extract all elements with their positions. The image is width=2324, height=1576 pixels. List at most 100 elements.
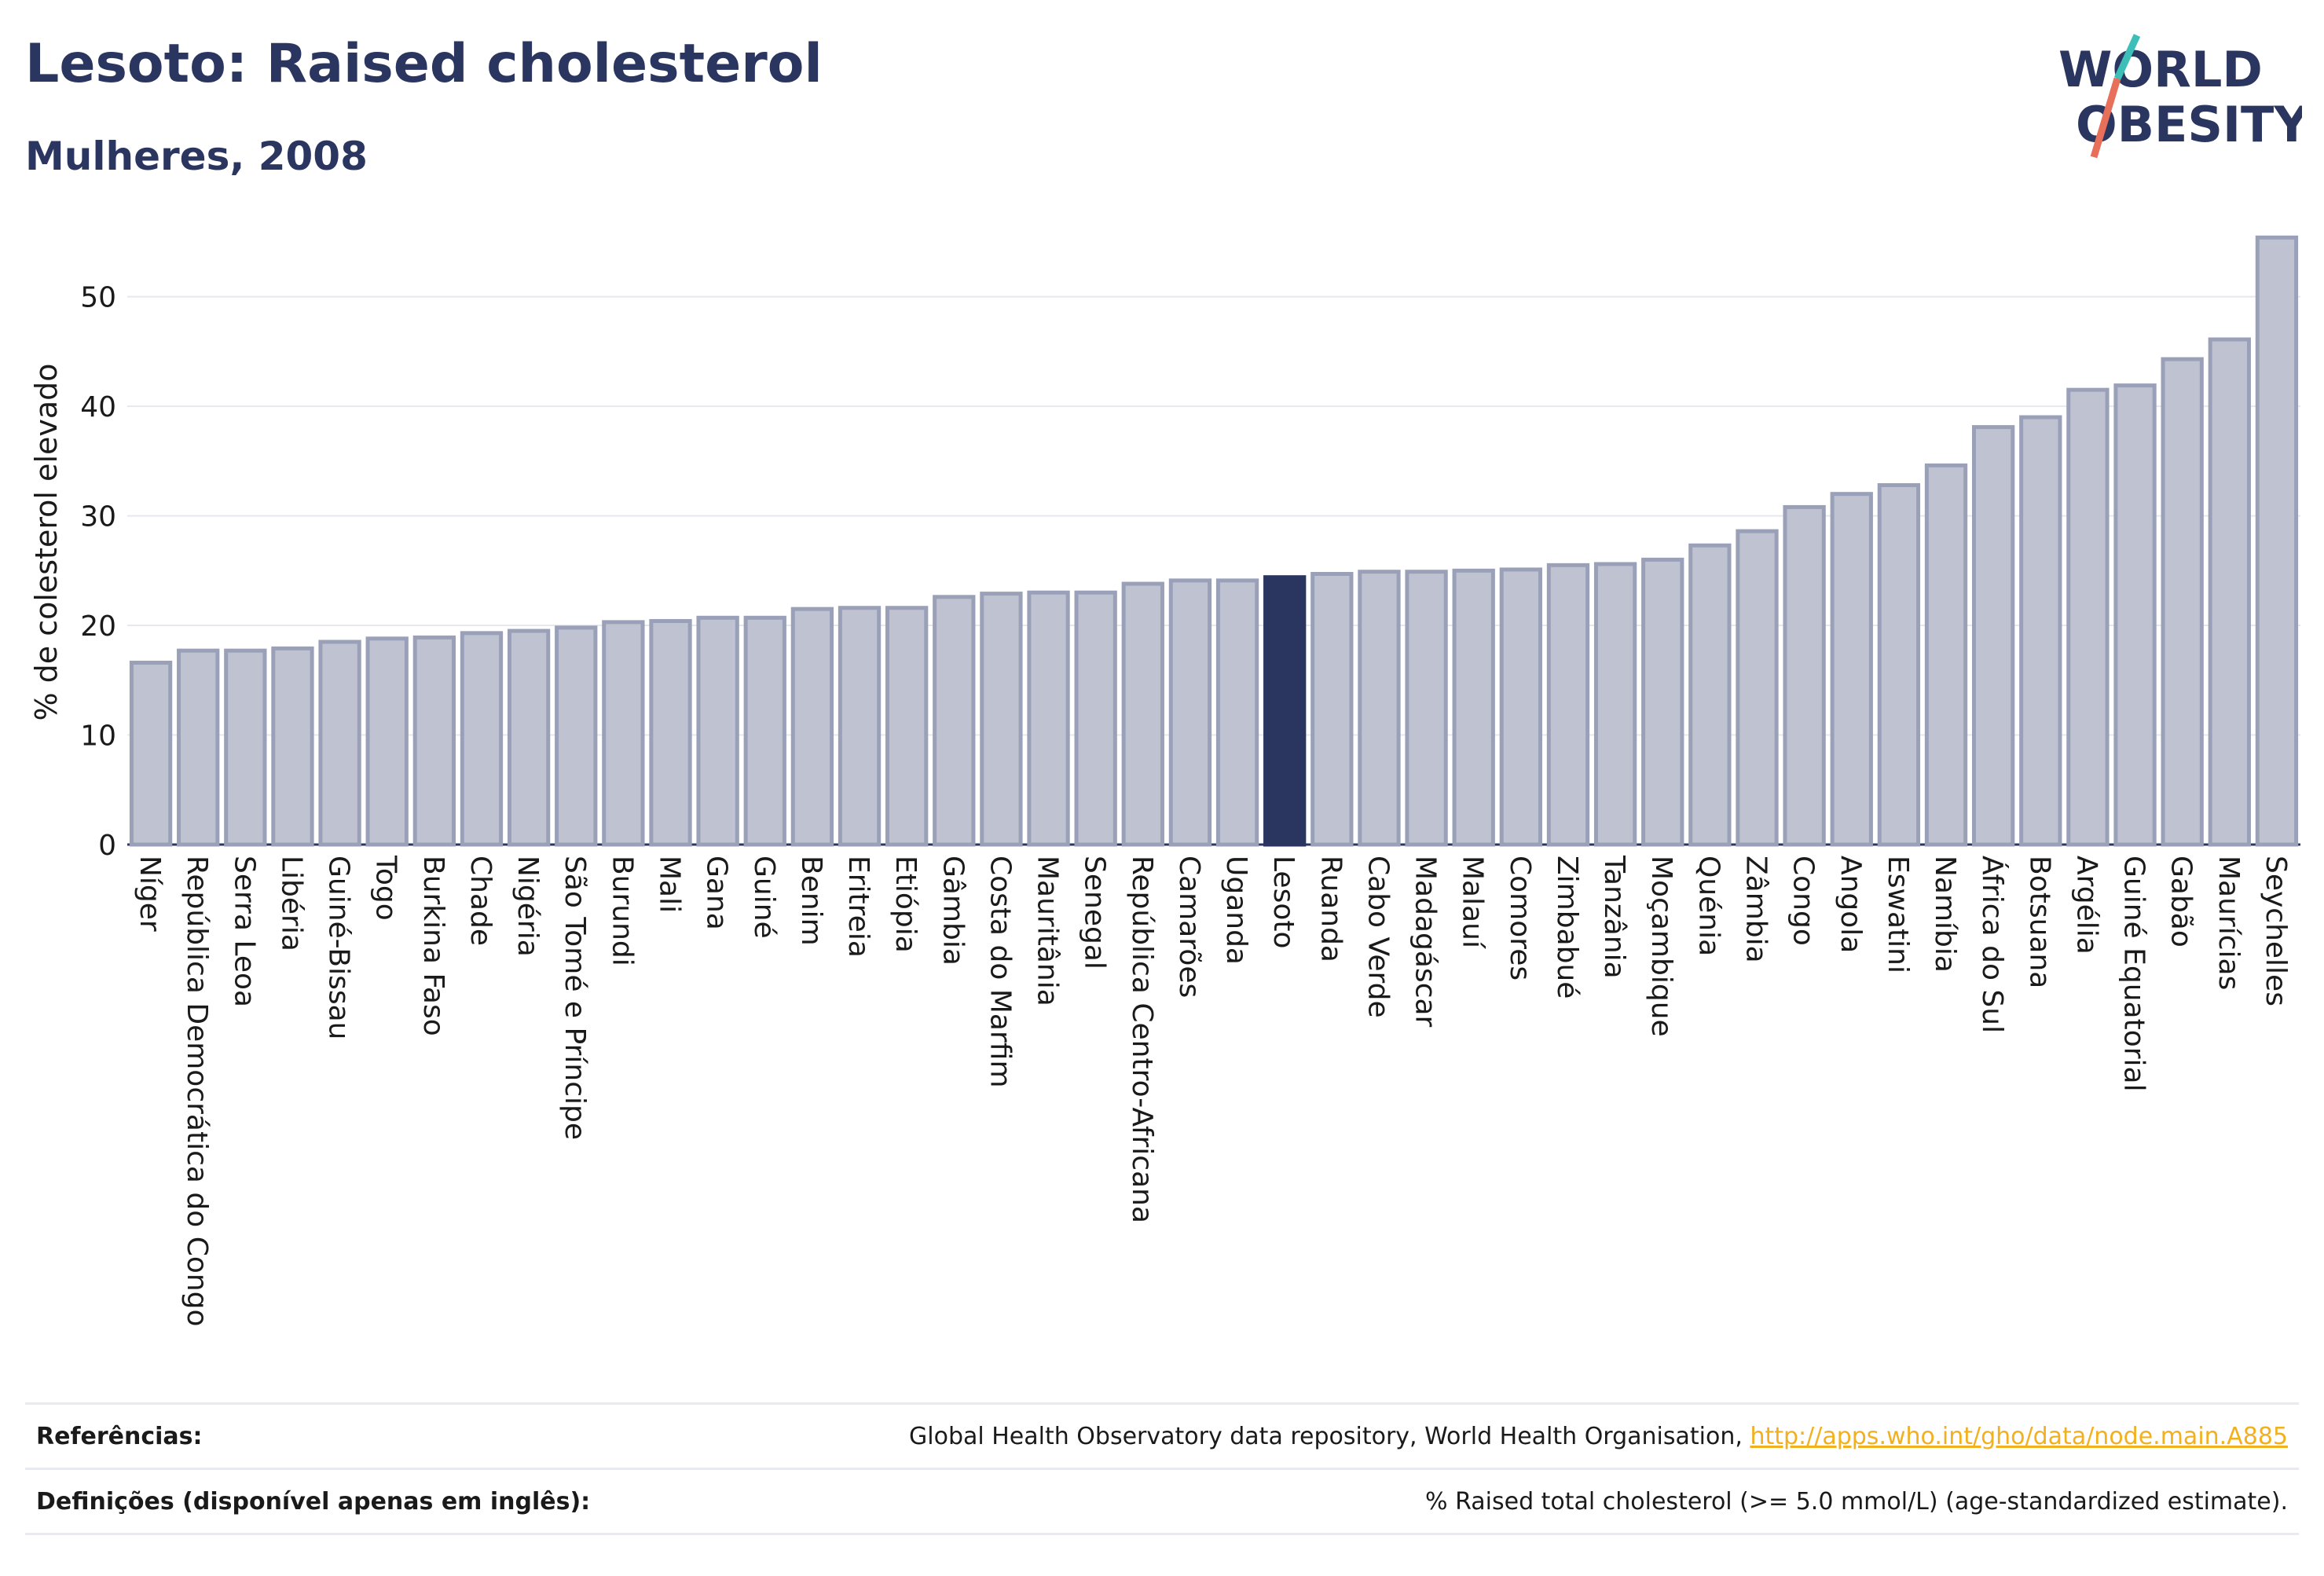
bar bbox=[2066, 387, 2110, 847]
bar bbox=[1641, 557, 1684, 847]
chart-subtitle: Mulheres, 2008 bbox=[25, 134, 368, 179]
bar bbox=[1310, 572, 1354, 847]
chart-title: Lesoto: Raised cholesterol bbox=[25, 33, 823, 95]
bar-chart: 0 10 20 30 40 50 Níger República Democrática d… bbox=[29, 235, 2300, 1327]
bar bbox=[602, 620, 645, 847]
x-tick-label: Malauí bbox=[1457, 856, 1489, 949]
world-obesity-logo: WORLD OBESITY bbox=[2058, 34, 2302, 159]
y-tick-label: 50 bbox=[80, 282, 116, 314]
definitions-value: % Raised total cholesterol (>= 5.0 mmol/… bbox=[1425, 1487, 2288, 1516]
bar bbox=[1499, 567, 1543, 847]
bar bbox=[1593, 562, 1637, 847]
bar bbox=[412, 635, 456, 847]
x-tick-label: Guiné Equatorial bbox=[2118, 856, 2150, 1092]
bar bbox=[1971, 425, 2015, 847]
logo-slash-teal bbox=[2113, 34, 2141, 80]
bar bbox=[271, 646, 314, 847]
bar bbox=[1924, 463, 1968, 847]
x-tick-label: República Democrática do Congo bbox=[181, 856, 213, 1327]
bar bbox=[555, 625, 598, 847]
bar bbox=[507, 629, 551, 847]
y-tick-label: 40 bbox=[80, 391, 116, 423]
logo-text-world: WORLD bbox=[2058, 41, 2263, 98]
x-tick-label: Eritreia bbox=[842, 856, 874, 958]
x-tick-label: Níger bbox=[134, 856, 166, 932]
x-tick-label: Chade bbox=[464, 856, 497, 946]
x-tick-label: Guiné bbox=[748, 856, 780, 939]
definitions-row: Definições (disponível apenas em inglês)… bbox=[25, 1468, 2299, 1535]
y-tick-label: 0 bbox=[98, 830, 116, 862]
logo-text-obesity: OBESITY bbox=[2076, 96, 2302, 153]
x-tick-label: São Tomé e Príncipe bbox=[559, 856, 591, 1140]
x-tick-label: Costa do Marfim bbox=[984, 856, 1016, 1088]
x-tick-label: Uganda bbox=[1220, 856, 1252, 965]
bar bbox=[1546, 563, 1590, 847]
x-tick-label: Mauritânia bbox=[1032, 856, 1064, 1006]
bar bbox=[649, 618, 692, 847]
x-tick-label: Zâmbia bbox=[1740, 856, 1772, 963]
references-value: Global Health Observatory data repositor… bbox=[909, 1423, 2299, 1450]
bar bbox=[177, 648, 220, 847]
x-tick-label: Gabão bbox=[2165, 856, 2198, 947]
bar bbox=[1358, 570, 1401, 847]
references-label: Referências: bbox=[36, 1422, 203, 1450]
x-tick-label: Camarões bbox=[1173, 856, 1205, 998]
x-tick-label: Gana bbox=[701, 856, 733, 930]
x-tick-label: Congo bbox=[1787, 856, 1820, 946]
y-tick-label: 20 bbox=[80, 610, 116, 643]
bar bbox=[318, 640, 361, 847]
bar bbox=[933, 595, 976, 847]
x-tick-label: Benim bbox=[795, 856, 827, 946]
x-tick-label: Senegal bbox=[1079, 856, 1111, 969]
bar bbox=[1405, 570, 1448, 847]
x-tick-label: Angola bbox=[1835, 856, 1867, 953]
x-tick-label: Burundi bbox=[606, 856, 638, 966]
bar bbox=[1736, 529, 1779, 847]
x-tick-label: Maurícias bbox=[2212, 856, 2245, 990]
y-tick-label: 30 bbox=[80, 501, 116, 533]
bar bbox=[885, 606, 929, 847]
definitions-label: Definições (disponível apenas em inglês)… bbox=[36, 1487, 591, 1516]
x-tick-label: Seychelles bbox=[2260, 856, 2292, 1006]
x-tick-label: Ruanda bbox=[1314, 856, 1347, 962]
bar bbox=[2208, 337, 2251, 847]
x-tick-label: Comores bbox=[1504, 856, 1536, 980]
bar bbox=[129, 660, 173, 847]
bar bbox=[1688, 543, 1732, 847]
x-tick-label: Libéria bbox=[275, 856, 307, 951]
bar bbox=[1121, 581, 1164, 847]
bar bbox=[790, 607, 834, 847]
x-tick-label: Guiné-Bissau bbox=[323, 856, 355, 1039]
bar bbox=[980, 592, 1023, 847]
x-tick-label: Tanzânia bbox=[1598, 855, 1630, 979]
references-link[interactable]: http://apps.who.int/gho/data/node.main.A… bbox=[1750, 1422, 2288, 1450]
bar bbox=[1877, 483, 1921, 847]
x-tick-label: Quénia bbox=[1692, 856, 1725, 956]
x-tick-label: Serra Leoa bbox=[228, 856, 260, 1007]
bar bbox=[1168, 578, 1212, 847]
y-axis-label: % de colesterol elevado bbox=[29, 363, 64, 720]
bar bbox=[365, 636, 409, 847]
x-tick-label: Lesoto bbox=[1267, 856, 1299, 949]
x-tick-label: República Centro-Africana bbox=[1126, 856, 1158, 1223]
bar bbox=[838, 606, 882, 847]
references-row: Referências: Global Health Observatory d… bbox=[25, 1402, 2299, 1468]
x-tick-label: Gâmbia bbox=[937, 856, 969, 966]
bar bbox=[696, 615, 739, 847]
x-tick-label: Nigéria bbox=[511, 856, 544, 957]
references-text: Global Health Observatory data repositor… bbox=[909, 1422, 1750, 1450]
x-tick-label: Zimbabué bbox=[1551, 856, 1583, 999]
bar bbox=[1783, 504, 1826, 847]
bar bbox=[743, 615, 786, 847]
x-tick-label: Etiópia bbox=[889, 856, 922, 953]
x-tick-label: Argélia bbox=[2070, 856, 2102, 955]
x-tick-label: Madagáscar bbox=[1409, 856, 1442, 1028]
x-tick-label: Mali bbox=[654, 856, 686, 913]
x-tick-label: Eswatini bbox=[1882, 856, 1914, 973]
bar bbox=[1215, 578, 1259, 847]
x-tick-label: Togo bbox=[370, 855, 402, 921]
bar bbox=[1027, 590, 1070, 847]
footer: Referências: Global Health Observatory d… bbox=[25, 1402, 2299, 1535]
x-tick-label: Moçambique bbox=[1645, 856, 1677, 1037]
bar bbox=[224, 648, 267, 847]
